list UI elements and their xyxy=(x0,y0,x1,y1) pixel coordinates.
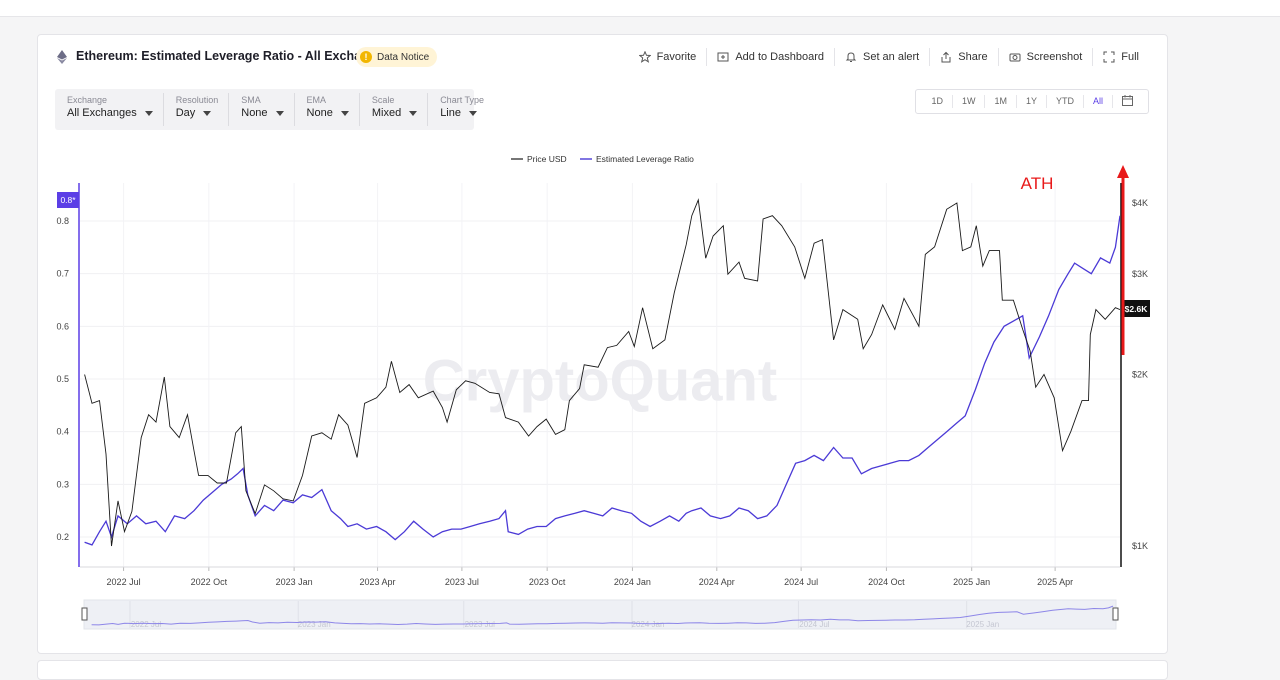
price-current-badge xyxy=(1122,300,1150,317)
watermark: CryptoQuant xyxy=(423,348,777,413)
y-left-tick-label: 0.4 xyxy=(56,427,69,437)
ath-arrow-head xyxy=(1117,165,1129,178)
time-navigator[interactable]: 2022 Jul 2023 Jan 2023 Jul 2024 Jan 2024 Jul… xyxy=(81,599,1119,630)
y-right-tick-label: $2K xyxy=(1132,370,1148,380)
navigator-tick-label: 2022 Jul xyxy=(131,620,161,629)
star-icon xyxy=(638,51,651,63)
range-1d[interactable]: 1D xyxy=(931,96,943,106)
x-tick-label: 2023 Jul xyxy=(445,577,479,587)
current-value-badges: 0.8* $2.6K xyxy=(57,192,1150,317)
ema-select[interactable]: EMA None xyxy=(293,93,359,126)
sma-select[interactable]: SMA None xyxy=(228,93,293,126)
header-actions: Favorite Add to Dashboard Set an alert S… xyxy=(629,48,1149,66)
warning-icon: ! xyxy=(360,51,372,63)
top-strip xyxy=(0,0,1280,17)
navigator-line xyxy=(91,605,1114,626)
y-left-tick-label: 0.5 xyxy=(56,374,69,384)
price-usd-line xyxy=(84,198,1120,547)
x-tick-label: 2024 Jul xyxy=(784,577,818,587)
x-tick-label: 2022 Jul xyxy=(107,577,141,587)
exchange-select[interactable]: Exchange All Exchanges xyxy=(55,93,163,126)
range-ytd[interactable]: YTD xyxy=(1045,95,1083,108)
caret-down-icon xyxy=(409,110,418,116)
axes: 0.2 0.3 0.4 0.5 0.6 0.7 0.8 2022 Jul 2022 Oct 202… xyxy=(56,183,1148,587)
caret-down-icon xyxy=(144,110,153,116)
legend-price-label[interactable]: Price USD xyxy=(527,154,567,164)
navigator-tick-label: 2024 Jan xyxy=(632,620,665,629)
leverage-current-badge xyxy=(57,192,79,208)
leverage-current-label: 0.8* xyxy=(60,195,76,205)
x-tick-label: 2023 Apr xyxy=(360,577,396,587)
navigator-tick-label: 2024 Jul xyxy=(799,620,829,629)
navigator-tick-label: 2025 Jan xyxy=(966,620,999,629)
y-left-tick-label: 0.2 xyxy=(56,532,69,542)
range-all[interactable]: All xyxy=(1082,95,1112,108)
x-tick-label: 2025 Jan xyxy=(953,577,990,587)
ethereum-icon xyxy=(57,50,67,64)
range-1y[interactable]: 1Y xyxy=(1015,95,1046,108)
y-right-tick-label: $1K xyxy=(1132,541,1148,551)
x-tick-label: 2024 Jan xyxy=(614,577,651,587)
y-left-tick-label: 0.3 xyxy=(56,479,69,489)
y-left-tick-label: 0.7 xyxy=(56,269,69,279)
scale-select[interactable]: Scale Mixed xyxy=(358,93,427,126)
range-1w[interactable]: 1W xyxy=(951,95,985,108)
navigator-tick-label: 2023 Jan xyxy=(298,620,331,629)
navigator-handle-left[interactable] xyxy=(81,607,88,621)
add-to-dashboard-button[interactable]: Add to Dashboard xyxy=(706,48,834,66)
fullscreen-icon xyxy=(1103,51,1115,63)
set-alert-button[interactable]: Set an alert xyxy=(833,48,929,66)
y-right-tick-label: $4K xyxy=(1132,198,1148,208)
navigator-handle-right[interactable] xyxy=(1112,607,1119,621)
x-tick-label: 2023 Oct xyxy=(529,577,566,587)
chart-type-select[interactable]: Chart Type Line xyxy=(427,93,494,126)
y-left-tick-label: 0.6 xyxy=(56,321,69,331)
share-icon xyxy=(941,51,951,63)
ath-label: ATH xyxy=(1021,174,1054,193)
data-notice-label: Data Notice xyxy=(377,51,430,63)
y-right-tick-label: $3K xyxy=(1132,269,1148,279)
time-range-selector: 1D 1W 1M 1Y YTD All xyxy=(915,89,1149,114)
chart-card: Ethereum: Estimated Leverage Ratio - All… xyxy=(37,34,1168,654)
share-button[interactable]: Share xyxy=(929,48,997,66)
calendar-icon xyxy=(1122,95,1133,106)
favorite-button[interactable]: Favorite xyxy=(629,48,707,66)
data-notice-badge[interactable]: ! Data Notice xyxy=(356,47,438,67)
page-title: Ethereum: Estimated Leverage Ratio - All… xyxy=(76,49,391,63)
x-tick-label: 2022 Oct xyxy=(191,577,228,587)
caret-down-icon xyxy=(340,110,349,116)
fullscreen-button[interactable]: Full xyxy=(1092,48,1149,66)
legend: Price USD Estimated Leverage Ratio xyxy=(511,154,694,164)
camera-icon xyxy=(1009,53,1021,62)
ath-annotation: ATH xyxy=(1021,165,1129,355)
legend-leverage-label[interactable]: Estimated Leverage Ratio xyxy=(596,154,694,164)
x-tick-label: 2024 Oct xyxy=(868,577,905,587)
navigator-tick-label: 2023 Jul xyxy=(465,620,495,629)
bell-icon xyxy=(845,52,857,62)
screenshot-button[interactable]: Screenshot xyxy=(997,48,1093,66)
grid xyxy=(80,183,1120,567)
x-tick-label: 2025 Apr xyxy=(1037,577,1073,587)
caret-down-icon xyxy=(275,110,284,116)
caret-down-icon xyxy=(203,110,212,116)
caret-down-icon xyxy=(468,110,477,116)
resolution-select[interactable]: Resolution Day xyxy=(162,93,229,126)
chart-controls: Exchange All Exchanges Resolution Day SM… xyxy=(55,89,484,130)
range-1m[interactable]: 1M xyxy=(984,95,1016,108)
price-current-label: $2.6K xyxy=(1125,304,1149,314)
x-tick-label: 2024 Apr xyxy=(699,577,735,587)
dashboard-add-icon xyxy=(717,52,729,62)
calendar-button[interactable] xyxy=(1112,95,1142,108)
y-left-tick-label: 0.8 xyxy=(56,216,69,226)
x-tick-label: 2023 Jan xyxy=(276,577,313,587)
